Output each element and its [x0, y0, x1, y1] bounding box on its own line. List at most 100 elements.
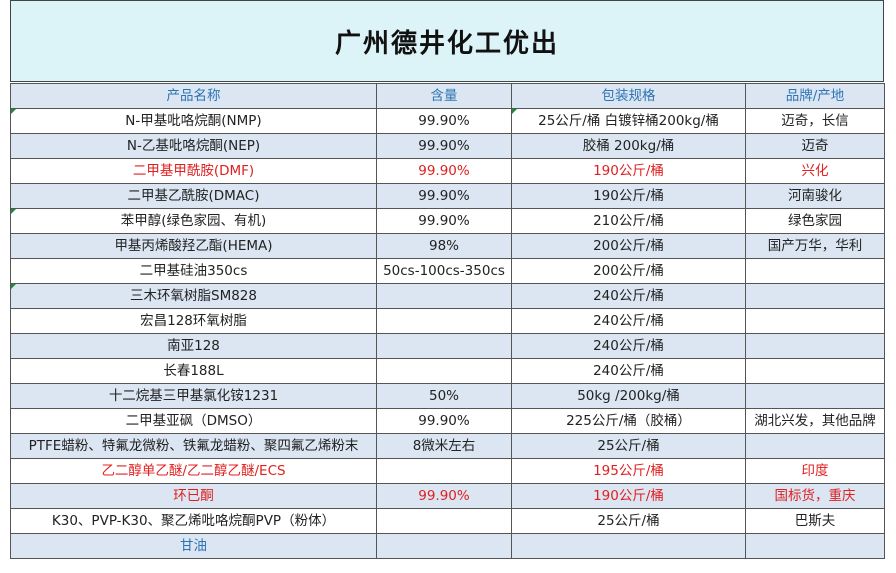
cell-packaging[interactable]: 190公斤/桶 — [511, 183, 746, 209]
cell-brand-origin[interactable]: 绿色家园 — [745, 208, 885, 234]
title-cell[interactable]: 广州德井化工优出 — [10, 0, 884, 82]
cell-brand-origin[interactable]: 河南骏化 — [745, 183, 885, 209]
cell-content[interactable]: 98% — [376, 233, 512, 259]
cell-content[interactable] — [376, 533, 512, 559]
cell-content[interactable]: 99.90% — [376, 483, 512, 509]
table-row: 甘油 — [10, 533, 885, 559]
cell-product-name[interactable]: PTFE蜡粉、特氟龙微粉、铁氟龙蜡粉、聚四氟乙烯粉末 — [10, 433, 377, 459]
cell-content[interactable]: 99.90% — [376, 183, 512, 209]
cell-packaging[interactable]: 225公斤/桶（胶桶） — [511, 408, 746, 434]
table-row: N-乙基吡咯烷酮(NEP) 99.90% 胶桶 200kg/桶 迈奇 — [10, 133, 885, 159]
cell-content[interactable] — [376, 458, 512, 484]
cell-brand-origin[interactable]: 巴斯夫 — [745, 508, 885, 534]
header-packaging[interactable]: 包装规格 — [511, 83, 746, 109]
product-table: 产品名称 含量 包装规格 品牌/产地 N-甲基吡咯烷酮(NMP) 99.90% 25… — [10, 83, 885, 559]
cell-content[interactable] — [376, 333, 512, 359]
cell-packaging[interactable]: 25公斤/桶 白镀锌桶200kg/桶 — [511, 108, 746, 134]
cell-product-name[interactable]: 苯甲醇(绿色家园、有机) — [10, 208, 377, 234]
cell-brand-origin[interactable] — [745, 258, 885, 284]
table-row: 宏昌128环氧树脂 240公斤/桶 — [10, 308, 885, 334]
table-row: 二甲基硅油350cs 50cs-100cs-350cs 200公斤/桶 — [10, 258, 885, 284]
header-product-name[interactable]: 产品名称 — [10, 83, 377, 109]
page-title: 广州德井化工优出 — [334, 28, 559, 59]
cell-content[interactable] — [376, 508, 512, 534]
cell-brand-origin[interactable]: 国产万华，华利 — [745, 233, 885, 259]
cell-brand-origin[interactable] — [745, 333, 885, 359]
table-row: 二甲基甲酰胺(DMF) 99.90% 190公斤/桶 兴化 — [10, 158, 885, 184]
cell-content[interactable] — [376, 358, 512, 384]
cell-packaging[interactable]: 190公斤/桶 — [511, 483, 746, 509]
cell-content[interactable] — [376, 308, 512, 334]
table-row: 三木环氧树脂SM828 240公斤/桶 — [10, 283, 885, 309]
cell-content[interactable]: 99.90% — [376, 408, 512, 434]
cell-content[interactable]: 99.90% — [376, 158, 512, 184]
cell-product-name[interactable]: 二甲基亚砜（DMSO） — [10, 408, 377, 434]
cell-brand-origin[interactable] — [745, 283, 885, 309]
cell-packaging[interactable]: 25公斤/桶 — [511, 433, 746, 459]
cell-brand-origin[interactable]: 迈奇，长信 — [745, 108, 885, 134]
cell-packaging[interactable] — [511, 533, 746, 559]
table-row: N-甲基吡咯烷酮(NMP) 99.90% 25公斤/桶 白镀锌桶200kg/桶 迈奇，… — [10, 108, 885, 134]
cell-packaging[interactable]: 210公斤/桶 — [511, 208, 746, 234]
table-row: 甲基丙烯酸羟乙酯(HEMA) 98% 200公斤/桶 国产万华，华利 — [10, 233, 885, 259]
cell-brand-origin[interactable]: 迈奇 — [745, 133, 885, 159]
table-row: 苯甲醇(绿色家园、有机) 99.90% 210公斤/桶 绿色家园 — [10, 208, 885, 234]
cell-brand-origin[interactable] — [745, 383, 885, 409]
cell-product-name[interactable]: 环已酮 — [10, 483, 377, 509]
cell-packaging[interactable]: 200公斤/桶 — [511, 258, 746, 284]
cell-brand-origin[interactable]: 湖北兴发，其他品牌 — [745, 408, 885, 434]
cell-packaging[interactable]: 240公斤/桶 — [511, 333, 746, 359]
cell-content[interactable]: 99.90% — [376, 108, 512, 134]
table-row: 二甲基乙酰胺(DMAC) 99.90% 190公斤/桶 河南骏化 — [10, 183, 885, 209]
table-row: K30、PVP-K30、聚乙烯吡咯烷酮PVP（粉体） 25公斤/桶 巴斯夫 — [10, 508, 885, 534]
cell-brand-origin[interactable] — [745, 308, 885, 334]
cell-product-name[interactable]: 甘油 — [10, 533, 377, 559]
cell-product-name[interactable]: 二甲基乙酰胺(DMAC) — [10, 183, 377, 209]
cell-brand-origin[interactable]: 兴化 — [745, 158, 885, 184]
cell-packaging[interactable]: 胶桶 200kg/桶 — [511, 133, 746, 159]
cell-product-name[interactable]: N-甲基吡咯烷酮(NMP) — [10, 108, 377, 134]
cell-brand-origin[interactable]: 国标货，重庆 — [745, 483, 885, 509]
cell-product-name[interactable]: N-乙基吡咯烷酮(NEP) — [10, 133, 377, 159]
cell-packaging[interactable]: 240公斤/桶 — [511, 358, 746, 384]
table-row: PTFE蜡粉、特氟龙微粉、铁氟龙蜡粉、聚四氟乙烯粉末 8微米左右 25公斤/桶 — [10, 433, 885, 459]
cell-packaging[interactable]: 240公斤/桶 — [511, 308, 746, 334]
cell-product-name[interactable]: 三木环氧树脂SM828 — [10, 283, 377, 309]
cell-content[interactable]: 50cs-100cs-350cs — [376, 258, 512, 284]
cell-packaging[interactable]: 50kg /200kg/桶 — [511, 383, 746, 409]
cell-product-name[interactable]: 长春188L — [10, 358, 377, 384]
header-content[interactable]: 含量 — [376, 83, 512, 109]
header-brand-origin[interactable]: 品牌/产地 — [745, 83, 885, 109]
header-row: 产品名称 含量 包装规格 品牌/产地 — [10, 83, 885, 109]
cell-content[interactable]: 50% — [376, 383, 512, 409]
cell-product-name[interactable]: 乙二醇单乙醚/乙二醇乙醚/ECS — [10, 458, 377, 484]
cell-packaging[interactable]: 200公斤/桶 — [511, 233, 746, 259]
cell-brand-origin[interactable] — [745, 433, 885, 459]
table-row: 环已酮 99.90% 190公斤/桶 国标货，重庆 — [10, 483, 885, 509]
cell-product-name[interactable]: 十二烷基三甲基氯化铵1231 — [10, 383, 377, 409]
cell-content[interactable]: 8微米左右 — [376, 433, 512, 459]
cell-content[interactable]: 99.90% — [376, 133, 512, 159]
cell-packaging[interactable]: 190公斤/桶 — [511, 158, 746, 184]
cell-packaging[interactable]: 240公斤/桶 — [511, 283, 746, 309]
table-row: 南亚128 240公斤/桶 — [10, 333, 885, 359]
cell-brand-origin[interactable] — [745, 533, 885, 559]
cell-product-name[interactable]: 宏昌128环氧树脂 — [10, 308, 377, 334]
cell-brand-origin[interactable]: 印度 — [745, 458, 885, 484]
cell-brand-origin[interactable] — [745, 358, 885, 384]
table-row: 二甲基亚砜（DMSO） 99.90% 225公斤/桶（胶桶） 湖北兴发，其他品牌 — [10, 408, 885, 434]
table-row: 长春188L 240公斤/桶 — [10, 358, 885, 384]
cell-product-name[interactable]: 二甲基甲酰胺(DMF) — [10, 158, 377, 184]
cell-product-name[interactable]: K30、PVP-K30、聚乙烯吡咯烷酮PVP（粉体） — [10, 508, 377, 534]
cell-packaging[interactable]: 195公斤/桶 — [511, 458, 746, 484]
cell-product-name[interactable]: 南亚128 — [10, 333, 377, 359]
table-row: 十二烷基三甲基氯化铵1231 50% 50kg /200kg/桶 — [10, 383, 885, 409]
cell-content[interactable] — [376, 283, 512, 309]
cell-product-name[interactable]: 甲基丙烯酸羟乙酯(HEMA) — [10, 233, 377, 259]
cell-content[interactable]: 99.90% — [376, 208, 512, 234]
cell-product-name[interactable]: 二甲基硅油350cs — [10, 258, 377, 284]
table-body: N-甲基吡咯烷酮(NMP) 99.90% 25公斤/桶 白镀锌桶200kg/桶 迈奇，… — [10, 108, 885, 559]
cell-packaging[interactable]: 25公斤/桶 — [511, 508, 746, 534]
table-row: 乙二醇单乙醚/乙二醇乙醚/ECS 195公斤/桶 印度 — [10, 458, 885, 484]
